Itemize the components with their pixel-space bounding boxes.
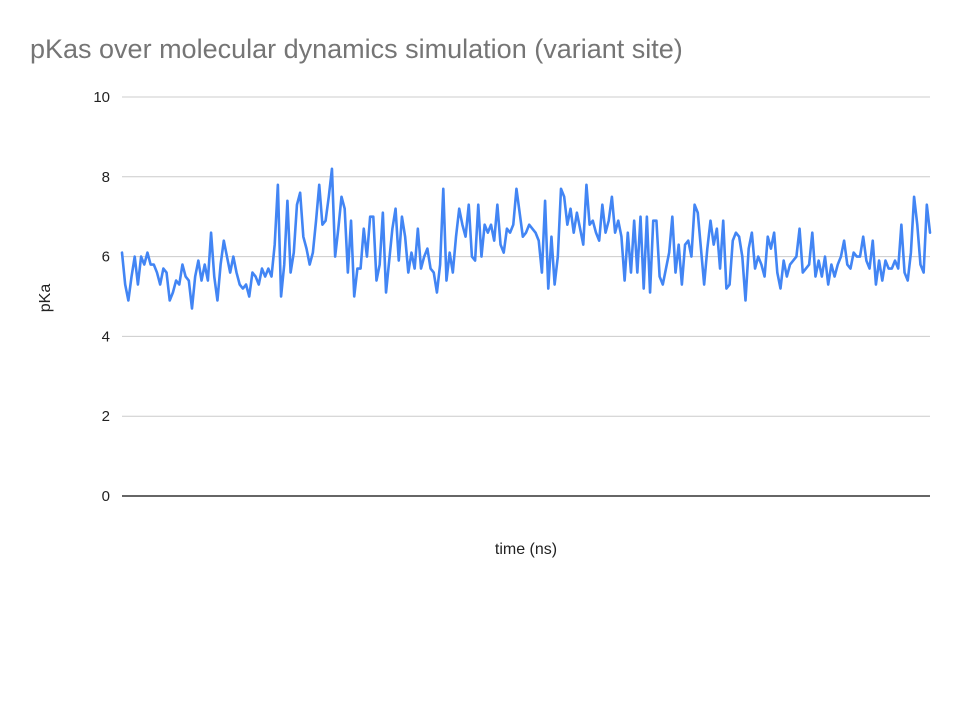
- series-layer: [120, 167, 932, 310]
- y-axis-ticks: 0 2 4 6 8 10: [93, 89, 110, 505]
- y-tick-label: 4: [102, 328, 110, 345]
- y-tick-label: 8: [102, 169, 110, 186]
- chart-title: pKas over molecular dynamics simulation …: [30, 34, 683, 64]
- gridlines: [122, 96, 930, 497]
- y-tick-label: 6: [102, 249, 110, 266]
- y-tick-label: 2: [102, 408, 110, 425]
- y-tick-label: 0: [102, 488, 110, 505]
- y-axis-label: pKa: [37, 284, 54, 313]
- y-tick-label: 10: [93, 89, 110, 106]
- x-axis-label: time (ns): [495, 541, 557, 558]
- series-line-0: [120, 167, 932, 310]
